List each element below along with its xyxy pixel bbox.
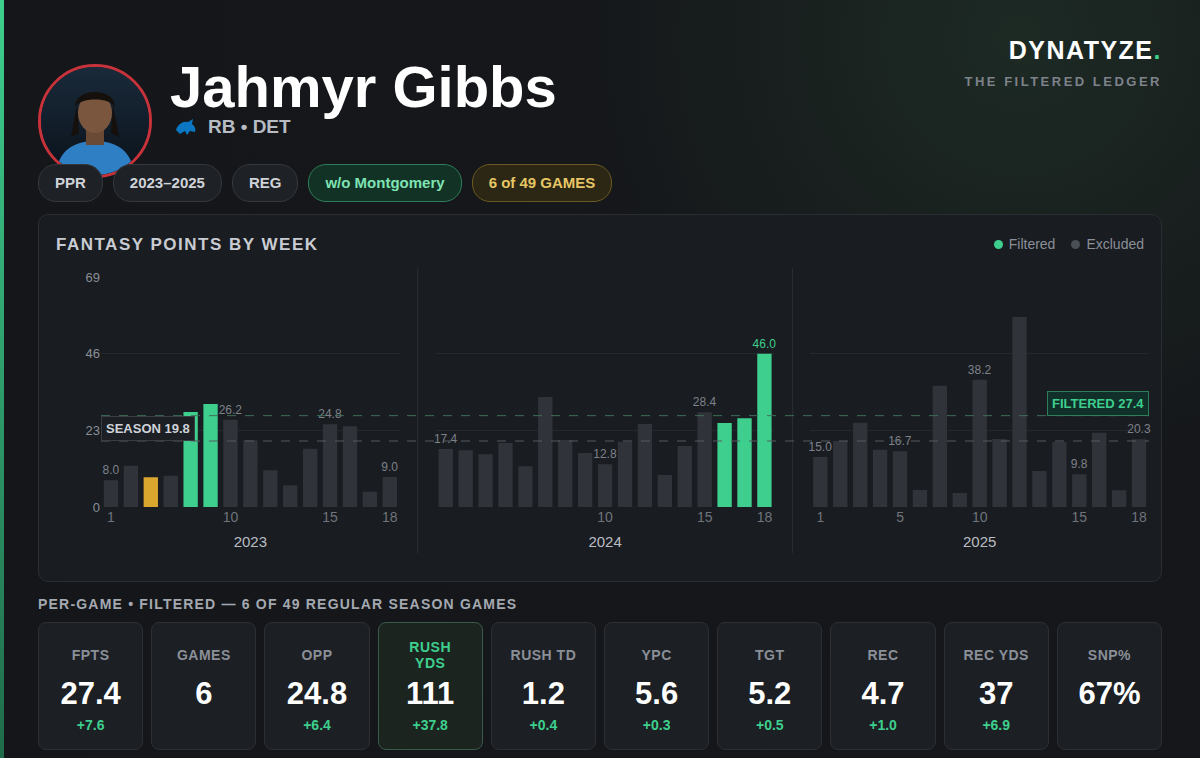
html-text:6: 6 [195, 676, 213, 711]
html-text:REC: REC [867, 647, 899, 663]
svg-text:9.8: 9.8 [1071, 457, 1088, 471]
svg-text:1: 1 [816, 509, 824, 525]
html-text:111: 111 [406, 676, 455, 711]
html-text:GAMES: GAMES [176, 647, 231, 663]
svg-text:2023: 2023 [234, 533, 267, 550]
svg-text:17.4: 17.4 [434, 432, 458, 446]
svg-text:8.0: 8.0 [102, 463, 119, 477]
svg-text:12.8: 12.8 [593, 447, 617, 461]
html-text:+1.0: +1.0 [869, 717, 897, 734]
html-text:YPC: YPC [641, 647, 672, 663]
svg-text:20.3: 20.3 [1127, 422, 1151, 436]
html-text:Jahmyr Gibbs: Jahmyr Gibbs [170, 54, 557, 119]
html-text:24.8: 24.8 [286, 676, 348, 711]
svg-text:0: 0 [93, 500, 100, 515]
html-text:67%: 67% [1078, 676, 1141, 711]
svg-text:FILTERED 27.4: FILTERED 27.4 [1052, 396, 1144, 411]
svg-text:SEASON 19.8: SEASON 19.8 [106, 421, 190, 436]
html-text:FPTS: FPTS [71, 647, 110, 663]
html-text:PPR: PPR [55, 174, 86, 191]
svg-text:15.0: 15.0 [809, 440, 833, 454]
svg-text:46.0: 46.0 [753, 337, 777, 351]
svg-text:18: 18 [757, 509, 773, 525]
html-text:4.7: 4.7 [861, 676, 905, 711]
html-text:SNP%: SNP% [1087, 647, 1131, 663]
html-text:Filtered: Filtered [1008, 236, 1056, 252]
svg-text:2025: 2025 [963, 533, 996, 550]
svg-text:5: 5 [896, 509, 904, 525]
svg-text:1: 1 [107, 509, 115, 525]
html-text:5.6: 5.6 [635, 676, 679, 711]
svg-text:10: 10 [972, 509, 988, 525]
svg-text:26.2: 26.2 [219, 403, 243, 417]
html-text:PER-GAME • FILTERED — 6 OF 49: PER-GAME • FILTERED — 6 OF 49 REGULAR SE… [38, 596, 518, 612]
html-text:RB • DET: RB • DET [208, 116, 291, 137]
svg-text:24.8: 24.8 [318, 407, 342, 421]
html-text:+0.5: +0.5 [756, 717, 784, 734]
html-text:Excluded: Excluded [1086, 236, 1144, 252]
html-text:+0.4: +0.4 [529, 717, 558, 734]
svg-text:15: 15 [1071, 509, 1087, 525]
html-text:5.2: 5.2 [748, 676, 792, 711]
html-text:w/o Montgomery: w/o Montgomery [325, 174, 445, 191]
svg-text:23: 23 [86, 423, 100, 438]
html-text:+6.9: +6.9 [982, 717, 1010, 734]
html-text:+6.4: +6.4 [303, 717, 331, 734]
svg-text:15: 15 [697, 509, 713, 525]
svg-text:10: 10 [223, 509, 239, 525]
html-text:2023–2025: 2023–2025 [129, 174, 205, 191]
html-text:+37.8: +37.8 [412, 717, 448, 734]
html-text:1.2: 1.2 [521, 676, 565, 711]
svg-text:69: 69 [86, 270, 100, 285]
html-text:OPP: OPP [301, 647, 333, 663]
html-text:THE FILTERED LEDGER: THE FILTERED LEDGER [964, 74, 1162, 89]
svg-text:38.2: 38.2 [968, 363, 992, 377]
html-text:6 of 49 GAMES: 6 of 49 GAMES [488, 174, 596, 191]
svg-text:10: 10 [597, 509, 613, 525]
svg-text:18: 18 [1131, 509, 1147, 525]
html-text:FANTASY POINTS BY WEEK: FANTASY POINTS BY WEEK [56, 235, 319, 254]
svg-text:15: 15 [322, 509, 338, 525]
svg-text:9.0: 9.0 [381, 460, 398, 474]
html-text:REC YDS: REC YDS [963, 647, 1029, 663]
html-text:37: 37 [979, 676, 1014, 711]
html-text:REG: REG [248, 174, 282, 191]
svg-text:18: 18 [382, 509, 398, 525]
html-text:RUSH TD: RUSH TD [510, 647, 577, 663]
svg-text:16.7: 16.7 [888, 434, 912, 448]
svg-text:2024: 2024 [588, 533, 621, 550]
svg-text:46: 46 [86, 346, 100, 361]
html-text:RUSH YDS: RUSH YDS [409, 638, 451, 671]
html-text:+7.6: +7.6 [76, 717, 105, 734]
html-text:DYNATYZE.: DYNATYZE. [1008, 36, 1162, 64]
html-text:TGT: TGT [755, 647, 785, 663]
svg-text:28.4: 28.4 [693, 395, 717, 409]
html-text:+0.3: +0.3 [642, 717, 671, 734]
html-text:27.4: 27.4 [60, 676, 121, 711]
